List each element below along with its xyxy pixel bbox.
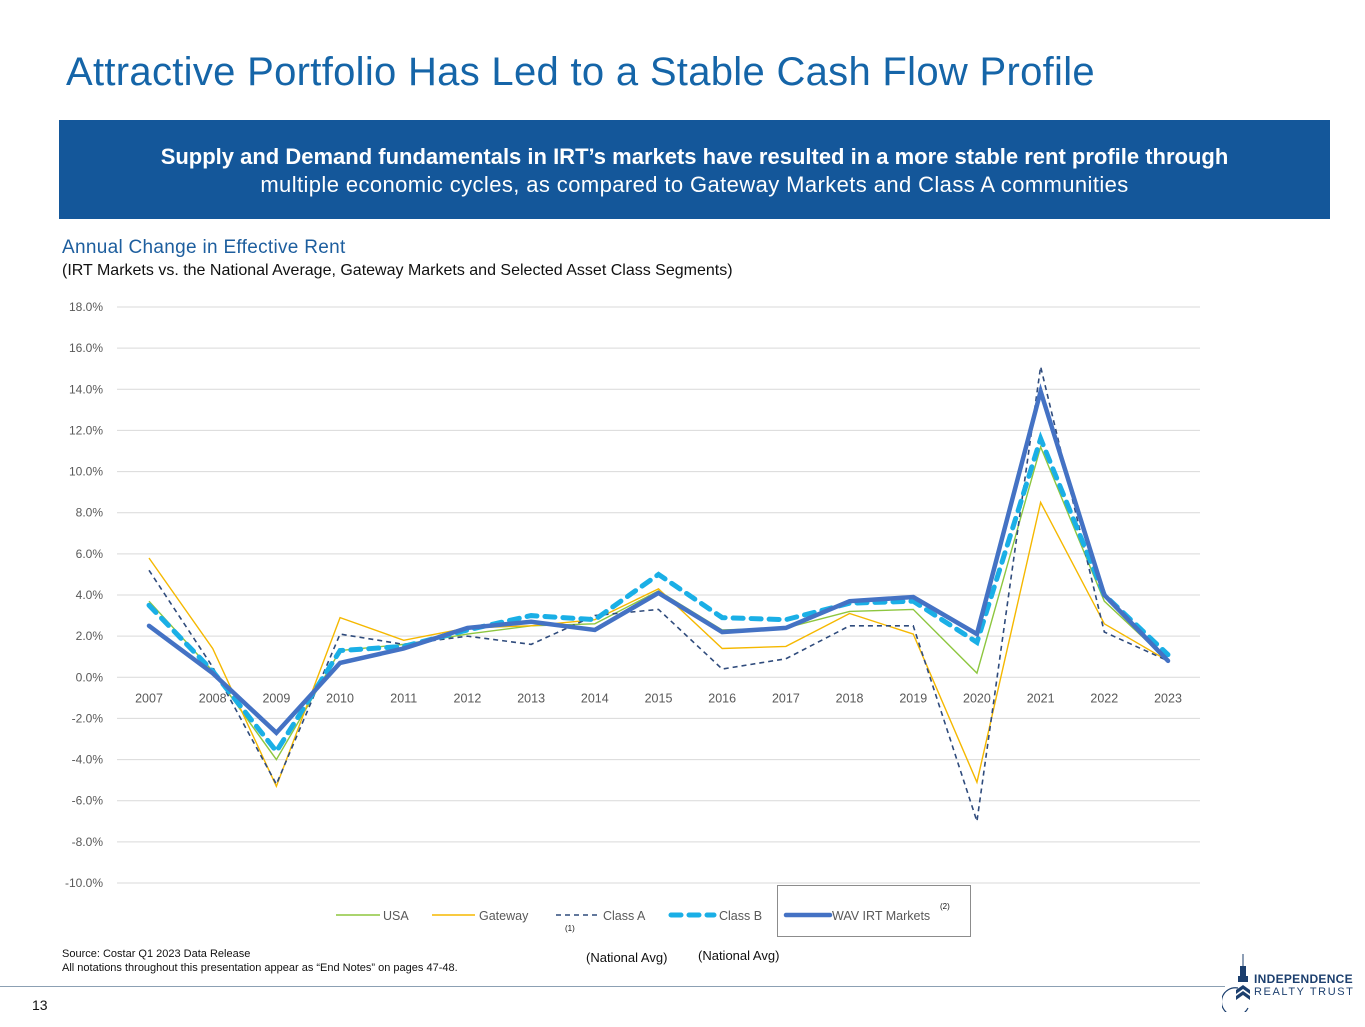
wav-footnote-marker: (2) <box>940 902 950 911</box>
y-tick-label: 2.0% <box>76 629 104 643</box>
y-tick-label: 4.0% <box>76 588 104 602</box>
banner-line-1: Supply and Demand fundamentals in IRT’s … <box>160 144 1229 169</box>
summary-banner: Supply and Demand fundamentals in IRT’s … <box>59 120 1330 219</box>
tower-emblem-icon <box>1222 954 1250 1012</box>
y-axis-ticks: 18.0% 16.0% 14.0% 12.0% 10.0% 8.0% 6.0% 4.0% 2.0… <box>65 300 103 890</box>
y-tick-label: 12.0% <box>69 423 103 437</box>
legend: USA Gateway Class A Class B WAV IRT Markets (… <box>336 885 971 937</box>
series-lines <box>146 366 1171 822</box>
x-axis-ticks: 2007 2008 2009 2010 2011 2012 2013 2014 2015 2016… <box>135 691 1182 705</box>
y-tick-label: 6.0% <box>76 547 104 561</box>
footer-divider <box>0 986 1225 987</box>
x-tick-label: 2014 <box>581 691 609 705</box>
chart-subtitle: (IRT Markets vs. the National Average, G… <box>62 262 733 279</box>
x-tick-label: 2010 <box>326 691 354 705</box>
slide-title: Attractive Portfolio Has Led to a Stable… <box>66 50 1095 94</box>
y-tick-label: -6.0% <box>72 794 104 808</box>
y-tick-label: -8.0% <box>72 835 104 849</box>
x-tick-label: 2008 <box>199 691 227 705</box>
logo-text-line-1: INDEPENDENCE <box>1254 972 1353 986</box>
series-line-gateway <box>148 500 1169 789</box>
y-tick-label: -2.0% <box>72 711 104 725</box>
x-tick-label: 2009 <box>262 691 290 705</box>
company-logo: INDEPENDENCE REALTY TRUST <box>1222 952 1362 1012</box>
class-a-footnote-marker: (1) <box>565 924 575 933</box>
y-tick-label: 0.0% <box>76 670 104 684</box>
legend-label: WAV IRT Markets <box>832 909 930 923</box>
x-tick-label: 2013 <box>517 691 545 705</box>
y-tick-label: 8.0% <box>76 506 104 520</box>
y-tick-label: -10.0% <box>65 876 103 890</box>
legend-label: Class B <box>719 909 762 923</box>
legend-highlight-box <box>777 885 971 937</box>
x-tick-label: 2020 <box>963 691 991 705</box>
y-tick-label: 14.0% <box>69 382 103 396</box>
source-footnote: Source: Costar Q1 2023 Data Release <box>62 948 251 960</box>
rent-change-line-chart: 18.0% 16.0% 14.0% 12.0% 10.0% 8.0% 6.0% 4.0% 2.0… <box>65 300 1200 937</box>
y-tick-label: -4.0% <box>72 753 104 767</box>
legend-label: USA <box>383 909 409 923</box>
x-tick-label: 2017 <box>772 691 800 705</box>
legend-label: Gateway <box>479 909 529 923</box>
y-tick-label: 16.0% <box>69 341 103 355</box>
y-tick-label: 18.0% <box>69 300 103 314</box>
x-tick-label: 2007 <box>135 691 163 705</box>
x-tick-label: 2019 <box>899 691 927 705</box>
page-number: 13 <box>32 997 48 1013</box>
class-a-national-avg-note: (National Avg) <box>586 950 668 965</box>
y-tick-label: 10.0% <box>69 465 103 479</box>
banner-line-2: multiple economic cycles, as compared to… <box>260 172 1129 197</box>
x-tick-label: 2012 <box>454 691 482 705</box>
x-tick-label: 2011 <box>390 691 417 705</box>
series-line-wav-irt-markets <box>146 383 1171 737</box>
notations-footnote: All notations throughout this presentati… <box>62 962 458 974</box>
x-tick-label: 2022 <box>1090 691 1118 705</box>
legend-label: Class A <box>603 909 646 923</box>
logo-text-line-2: REALTY TRUST <box>1254 986 1355 998</box>
class-b-national-avg-note: (National Avg) <box>698 948 780 963</box>
x-tick-label: 2015 <box>645 691 673 705</box>
x-tick-label: 2021 <box>1027 691 1055 705</box>
x-tick-label: 2023 <box>1154 691 1182 705</box>
x-tick-label: 2018 <box>836 691 864 705</box>
chart-title: Annual Change in Effective Rent <box>62 237 346 258</box>
x-tick-label: 2016 <box>708 691 736 705</box>
